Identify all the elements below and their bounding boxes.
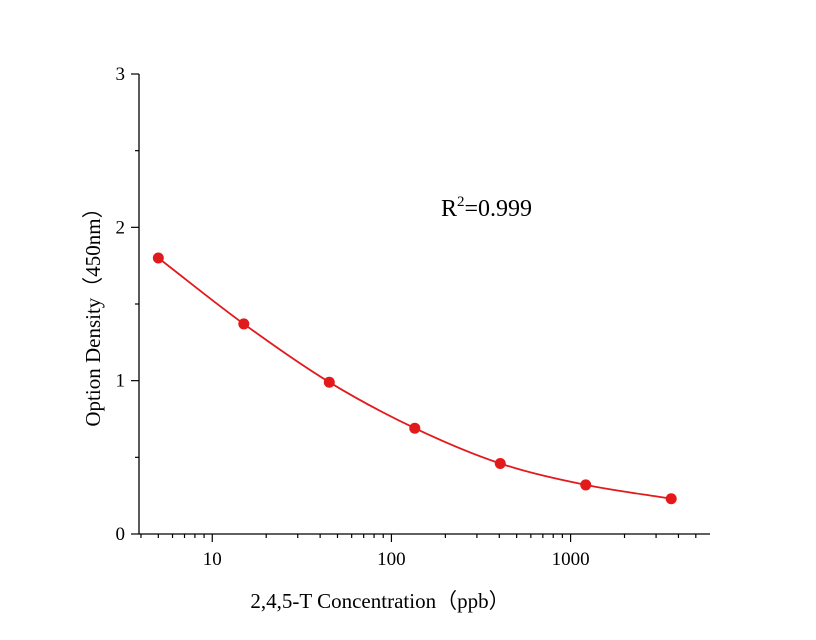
data-points-layer bbox=[152, 252, 677, 505]
data-point bbox=[323, 376, 335, 388]
r-squared-annotation: R2=0.999 bbox=[441, 194, 532, 222]
r-squared-value: =0.999 bbox=[465, 196, 533, 222]
r-squared-superscript: 2 bbox=[457, 194, 465, 210]
y-axis-title: Option Density（450nm） bbox=[81, 197, 105, 426]
data-point bbox=[665, 493, 677, 505]
y-tick-label: 2 bbox=[116, 217, 126, 238]
fit-curve bbox=[157, 257, 672, 500]
x-tick-label: 100 bbox=[377, 549, 406, 570]
axes: 0 1 2 3 10 100 1000 bbox=[116, 64, 710, 570]
y-tick-label: 0 bbox=[116, 524, 126, 545]
data-point bbox=[494, 457, 506, 469]
x-axis-title: 2,4,5-T Concentration（ppb） bbox=[250, 589, 509, 613]
r-squared-base: R bbox=[441, 196, 457, 222]
fit-curve-layer bbox=[157, 257, 672, 500]
x-tick-label: 10 bbox=[203, 549, 222, 570]
data-point bbox=[238, 318, 250, 330]
y-tick-label: 1 bbox=[116, 371, 126, 392]
data-point bbox=[152, 252, 164, 264]
y-tick-label: 3 bbox=[116, 64, 126, 85]
data-point bbox=[409, 422, 421, 434]
data-point bbox=[580, 479, 592, 491]
x-tick-label: 1000 bbox=[552, 549, 590, 570]
